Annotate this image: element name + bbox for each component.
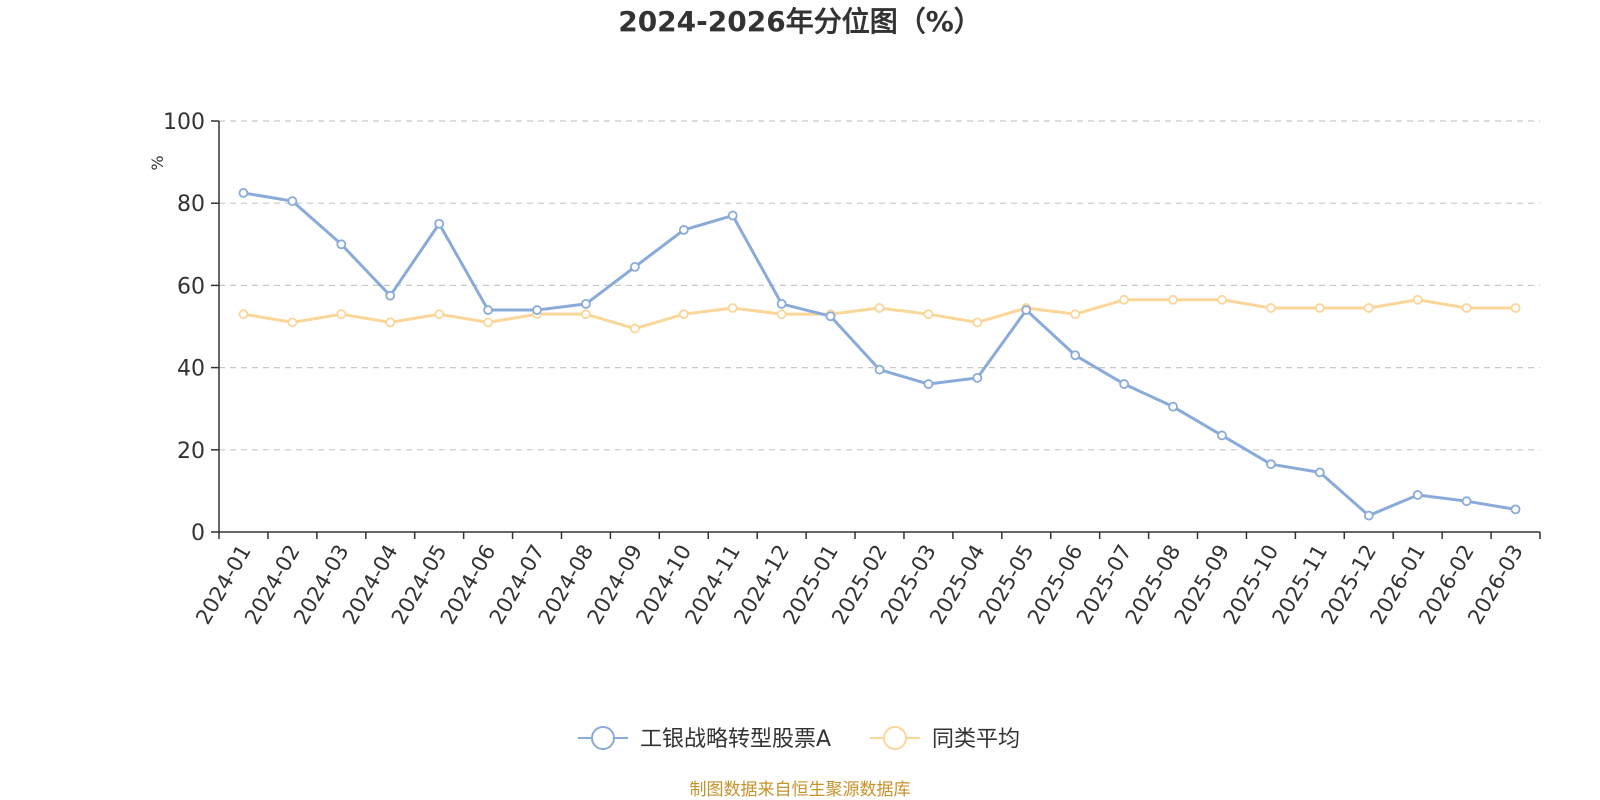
data-point xyxy=(1119,379,1130,389)
data-point xyxy=(776,309,787,320)
y-tick-label: 20 xyxy=(177,439,205,464)
data-point xyxy=(385,290,396,301)
data-point xyxy=(1314,303,1325,313)
series-lines xyxy=(238,188,1521,521)
data-point xyxy=(1363,510,1374,521)
data-point xyxy=(1070,350,1081,361)
data-point xyxy=(923,379,934,389)
legend-marker-icon xyxy=(591,726,615,750)
data-point xyxy=(1412,490,1423,500)
data-source-note: 制图数据来自恒生聚源数据库 xyxy=(689,780,911,800)
data-point xyxy=(385,317,396,328)
series-line-1 xyxy=(243,191,1516,518)
data-point xyxy=(1119,294,1130,305)
data-point xyxy=(874,303,885,313)
legend[interactable]: 工银战略转型股票A 同类平均 xyxy=(578,726,1020,752)
data-point xyxy=(1510,303,1521,313)
data-point xyxy=(287,196,298,207)
data-point xyxy=(678,309,689,320)
legend-label: 同类平均 xyxy=(932,727,1020,752)
data-point xyxy=(1363,303,1374,313)
data-point xyxy=(1217,430,1227,441)
data-point xyxy=(972,372,983,383)
legend-marker-icon xyxy=(883,726,907,750)
legend-label: 工银战略转型股票A xyxy=(640,727,831,752)
data-point xyxy=(678,225,689,235)
data-point xyxy=(532,305,542,315)
data-point xyxy=(238,309,249,320)
data-point xyxy=(972,317,983,328)
data-point xyxy=(581,309,591,320)
data-point xyxy=(238,188,249,198)
data-point xyxy=(1168,401,1178,412)
y-tick-label: 0 xyxy=(191,521,205,546)
data-point xyxy=(434,218,445,229)
data-point xyxy=(874,364,885,375)
data-point xyxy=(483,317,493,328)
grid-lines xyxy=(219,120,1540,451)
data-point xyxy=(727,303,738,313)
data-point xyxy=(1510,504,1521,515)
data-point xyxy=(1314,467,1325,478)
data-point xyxy=(1217,294,1227,305)
data-point xyxy=(1021,305,1032,315)
y-tick-label: 100 xyxy=(163,110,205,135)
y-axis-unit-label: % xyxy=(148,155,167,170)
axes: 020406080100%2024-012024-022024-032024-0… xyxy=(148,110,1541,628)
data-point xyxy=(434,309,445,320)
data-point xyxy=(581,298,591,309)
legend-item-series-1[interactable]: 工银战略转型股票A xyxy=(578,726,831,752)
data-point xyxy=(1412,294,1423,305)
data-point xyxy=(336,239,347,250)
data-point xyxy=(1461,496,1472,507)
data-point xyxy=(483,305,493,315)
data-point xyxy=(1461,303,1472,313)
data-point xyxy=(336,309,347,320)
data-point xyxy=(629,262,640,272)
data-point xyxy=(1266,303,1276,313)
data-point xyxy=(776,298,787,309)
data-point xyxy=(1266,459,1276,470)
data-point xyxy=(287,317,298,328)
data-point xyxy=(825,311,836,322)
y-tick-label: 80 xyxy=(177,192,205,217)
data-point xyxy=(1168,294,1178,305)
y-tick-label: 40 xyxy=(177,357,205,382)
chart-title: 2024-2026年分位图（%） xyxy=(618,5,982,38)
y-tick-label: 60 xyxy=(177,274,205,299)
data-point xyxy=(1070,309,1081,320)
data-point xyxy=(923,309,934,320)
data-point xyxy=(727,210,738,221)
legend-item-series-2[interactable]: 同类平均 xyxy=(870,726,1020,752)
data-point xyxy=(629,323,640,334)
